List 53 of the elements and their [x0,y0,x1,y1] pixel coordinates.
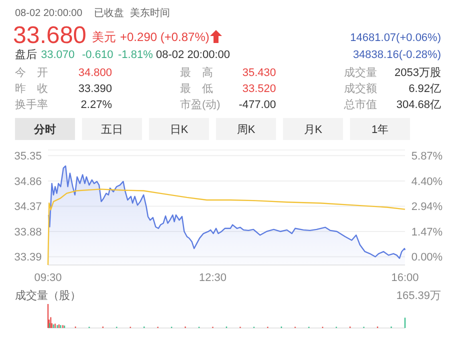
text: 美元 [92,30,116,44]
text: 成交额 [344,82,377,95]
text: 盘后 [15,48,37,61]
text: 日K [170,124,189,136]
text: 换手率 [15,98,48,111]
y2-tick-label: 0.00% [411,252,443,264]
text: 五日 [101,124,123,136]
text: -0.610 [82,49,114,61]
text: 今 开 [15,67,48,79]
y-tick-label: 34.86 [14,176,42,188]
text: 6.92亿 [408,83,441,95]
x-tick-label: 09:30 [34,272,62,284]
text: 33.520 [242,83,276,95]
text: 14681.07(+0.06%) [350,32,441,44]
text: 已收盘 [94,7,124,19]
text: 165.39万 [396,290,441,302]
y-tick-label: 33.88 [14,226,42,238]
text: 304.68亿 [396,99,441,111]
text: -477.00 [238,99,276,111]
y-tick-label: 35.35 [14,150,42,163]
text: 市盈(动) [180,98,220,111]
text: 周K [236,124,256,136]
x-tick-label: 12:30 [199,272,227,284]
text: 33.070 [41,49,75,61]
text: 34.800 [78,67,112,79]
y2-tick-label: 2.94% [411,201,443,214]
line-series [47,188,406,266]
text: 08-02 20:00:00 [15,8,83,19]
text: 35.430 [242,67,276,79]
text: 33.390 [78,83,112,95]
y-tick-label: 33.39 [14,252,42,264]
x-tick-label: 16:00 [391,272,419,284]
text: +0.290 (+0.87%) [120,30,210,44]
y-tick-label: 34.37 [14,201,42,214]
y2-tick-label: 1.47% [411,226,443,238]
text: 成交量 [344,66,377,79]
y2-tick-label: 5.87% [411,150,443,163]
text: 33.680 [13,22,86,49]
text: 最 高 [180,66,213,79]
text: 2.27% [80,99,112,111]
chart-title: 成交量（股） [15,289,81,302]
y2-tick-label: 4.40% [411,176,443,188]
text: 最 低 [180,83,213,95]
text: 34838.16(-0.28%) [352,49,441,61]
text: 08-02 20:00:00 [156,49,230,61]
text: 月K [304,124,323,136]
text: 美东时间 [130,7,170,19]
text: 总市值 [343,98,377,111]
text: 分时 [33,123,56,136]
text: -1.81% [118,49,154,61]
text: 2053万股 [394,67,441,79]
text: 昨 收 [15,83,48,95]
text: 1年 [371,124,389,136]
